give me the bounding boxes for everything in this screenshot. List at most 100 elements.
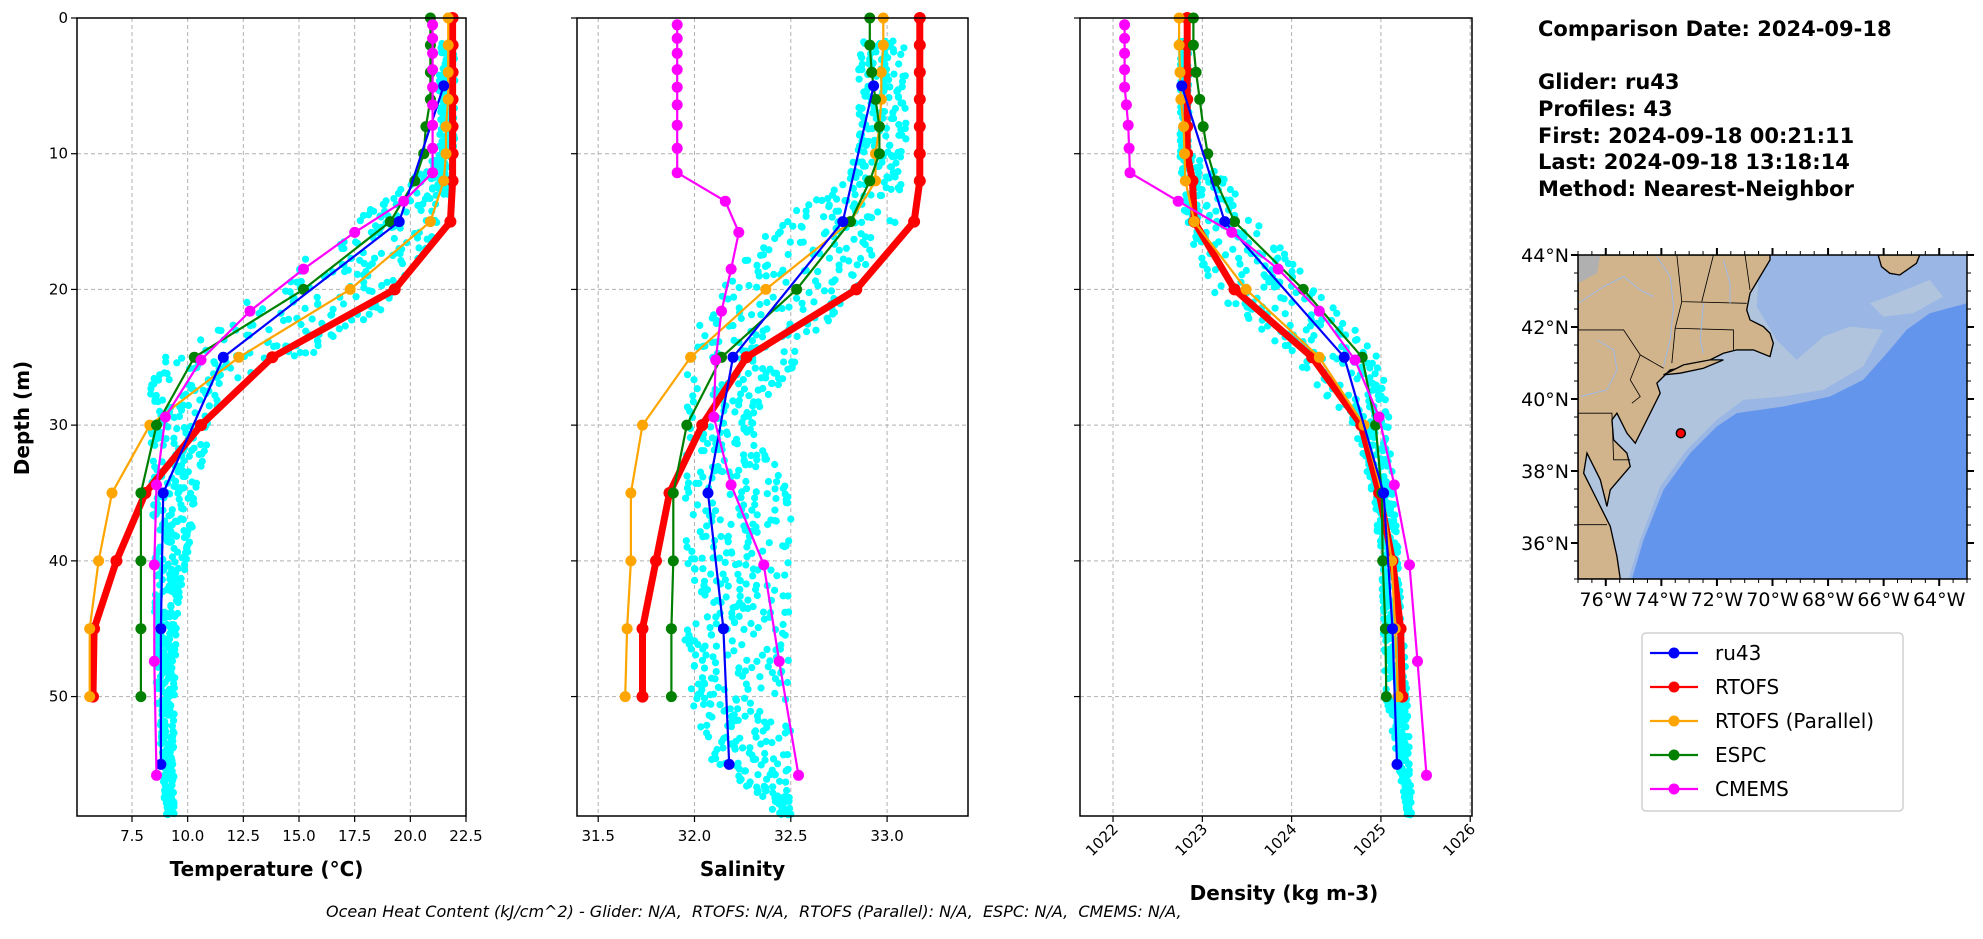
glider-profile-point xyxy=(195,450,203,459)
map-lat-label: 38°N xyxy=(1521,461,1569,483)
glider-profile-point xyxy=(724,582,732,590)
glider-profile-point xyxy=(862,260,870,269)
x-tick-label: 32.5 xyxy=(774,827,807,845)
glider-profile-point xyxy=(211,359,219,367)
glider-profile-point xyxy=(839,181,847,189)
x-tick-label: 20.0 xyxy=(394,827,427,845)
glider-profile-point xyxy=(778,802,786,811)
data-point xyxy=(135,691,147,703)
glider-profile-point xyxy=(719,570,727,578)
glider-profile-point xyxy=(1388,727,1396,735)
glider-profile-point xyxy=(863,86,871,95)
data-point xyxy=(850,283,863,296)
glider-profile-point xyxy=(834,207,843,215)
data-point xyxy=(427,81,439,93)
glider-profile-point xyxy=(760,244,768,252)
glider-profile-point xyxy=(764,477,773,486)
data-point xyxy=(427,119,439,131)
glider-profile-point xyxy=(753,528,761,536)
data-point xyxy=(671,99,683,111)
glider-profile-point xyxy=(711,507,720,515)
data-point xyxy=(685,351,697,363)
glider-profile-point xyxy=(731,439,739,447)
glider-profile-point xyxy=(818,196,826,204)
glider-profile-point xyxy=(803,328,811,336)
glider-profile-point xyxy=(716,516,724,524)
data-point xyxy=(725,263,737,275)
map-lat-label: 40°N xyxy=(1521,389,1569,411)
glider-profile-point xyxy=(699,473,707,481)
data-point xyxy=(870,93,881,105)
glider-profile-point xyxy=(761,232,770,241)
glider-profile-point xyxy=(150,374,158,383)
data-point xyxy=(1404,559,1415,571)
glider-profile-point xyxy=(734,716,742,724)
glider-profile-point xyxy=(356,217,364,225)
glider-profile-point xyxy=(885,94,893,102)
glider-profile-point xyxy=(192,483,200,491)
glider-profile-point xyxy=(701,591,709,599)
data-point xyxy=(1190,66,1202,78)
data-point xyxy=(427,99,439,111)
glider-profile-point xyxy=(368,260,376,268)
glider-profile-point xyxy=(164,808,172,816)
glider-profile-point xyxy=(1303,364,1311,372)
glider-profile-point xyxy=(205,402,213,410)
glider-profile-point xyxy=(767,566,775,574)
glider-profile-point xyxy=(734,570,742,578)
data-point xyxy=(1119,64,1131,76)
glider-profile-point xyxy=(178,354,186,362)
glider-profile-point xyxy=(730,743,739,751)
glider-profile-point xyxy=(751,501,759,509)
glider-profile-point xyxy=(170,482,178,490)
glider-profile-point xyxy=(694,640,702,649)
glider-profile-point xyxy=(745,749,753,757)
glider-profile-point xyxy=(749,565,758,573)
data-point xyxy=(725,479,737,491)
legend: ru43 RTOFS RTOFS (Parallel) ESPC CMEMS xyxy=(1641,632,1904,812)
glider-profile-point xyxy=(793,207,801,215)
glider-profile-point xyxy=(716,760,724,769)
glider-profile-point xyxy=(802,207,810,215)
data-point xyxy=(1421,769,1432,781)
glider-profile-point xyxy=(165,786,173,794)
x-axis-label: Density (kg m-3) xyxy=(1190,881,1379,905)
glider-profile-point xyxy=(687,645,695,653)
data-point xyxy=(719,195,731,207)
glider-profile-point xyxy=(749,572,757,580)
x-axis-label: Temperature (°C) xyxy=(170,857,364,881)
glider-profile-point xyxy=(1307,336,1315,344)
map-lon-label: 68°W xyxy=(1802,589,1855,611)
glider-profile-point xyxy=(855,75,863,83)
glider-profile-point xyxy=(741,526,749,534)
glider-profile-point xyxy=(165,700,173,708)
glider-profile-point xyxy=(752,585,760,594)
glider-profile-point xyxy=(784,218,792,226)
glider-profile-point xyxy=(764,390,773,398)
first-time: First: 2024-09-18 00:21:11 xyxy=(1538,124,1854,148)
series-ru43 xyxy=(702,80,880,770)
data-point xyxy=(864,39,876,51)
glider-profile-point xyxy=(874,208,882,216)
data-point xyxy=(671,19,683,31)
glider-profile-point xyxy=(751,364,759,372)
data-point xyxy=(1349,354,1361,366)
glider-profile-point xyxy=(180,533,188,542)
glider-profile-point xyxy=(753,283,761,291)
data-point xyxy=(398,195,410,207)
glider-profile-point xyxy=(857,254,865,263)
glider-profile-point xyxy=(692,479,700,487)
glider-profile-point xyxy=(1372,352,1380,360)
data-point xyxy=(625,555,637,567)
legend-frame xyxy=(1641,632,1904,812)
glider-profile-point xyxy=(166,623,174,632)
glider-profile-point xyxy=(380,201,388,209)
glider-profile-point xyxy=(1351,326,1359,334)
data-point xyxy=(1240,283,1252,295)
glider-profile-point xyxy=(691,576,699,585)
y-tick-label: 20 xyxy=(49,280,68,298)
data-point xyxy=(671,47,683,59)
glider-profile-point xyxy=(722,593,730,601)
glider-profile-point xyxy=(708,713,716,721)
x-tick-label: 10.0 xyxy=(171,827,204,845)
